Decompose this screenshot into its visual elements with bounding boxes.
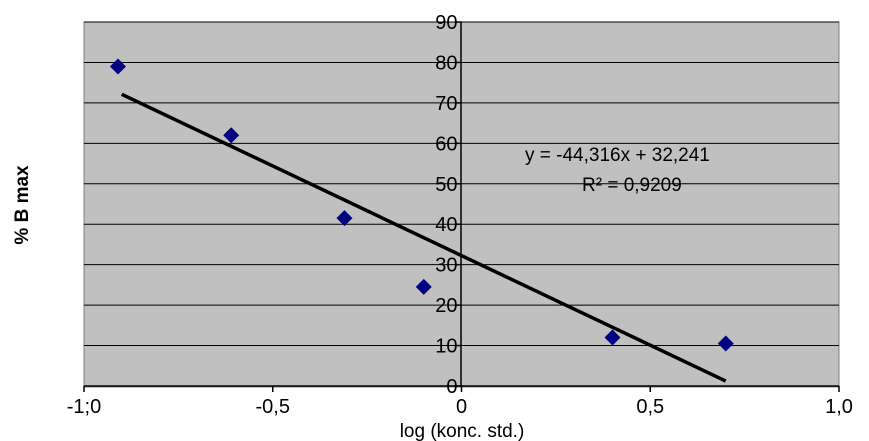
y-tick-label: 10 bbox=[435, 336, 457, 358]
x-tick-label: -1;0 bbox=[67, 396, 101, 418]
data-point-diamond bbox=[717, 335, 734, 352]
data-point-diamond bbox=[604, 329, 621, 346]
x-tick-label: 0 bbox=[456, 396, 467, 418]
trendline-equation: y = -44,316x + 32,241 bbox=[525, 145, 710, 166]
y-tick-label: 0 bbox=[446, 376, 457, 398]
y-tick-label: 40 bbox=[435, 214, 457, 236]
trendline bbox=[120, 92, 727, 383]
y-tick-marks bbox=[455, 21, 462, 387]
data-point-diamond bbox=[223, 127, 240, 144]
x-tick-label: 0,5 bbox=[636, 396, 664, 418]
data-point-diamond bbox=[415, 278, 432, 295]
trendline-r-squared: R² = 0,9209 bbox=[582, 175, 682, 196]
y-tick-label: 70 bbox=[435, 93, 457, 115]
data-point-diamond bbox=[336, 210, 353, 227]
x-tick-labels: -1;0 -0,5 0 0,5 1,0 bbox=[67, 396, 853, 418]
data-points bbox=[109, 58, 734, 352]
x-tick-label: -0,5 bbox=[256, 396, 290, 418]
x-tick-marks bbox=[83, 386, 840, 392]
y-tick-label: 30 bbox=[435, 255, 457, 277]
y-tick-label: 20 bbox=[435, 295, 457, 317]
x-axis-title: log (konc. std.) bbox=[400, 421, 525, 441]
y-tick-label: 50 bbox=[435, 174, 457, 196]
y-tick-labels: 0 10 20 30 40 50 60 70 80 90 bbox=[435, 12, 457, 398]
y-tick-label: 60 bbox=[435, 133, 457, 155]
y-tick-label: 90 bbox=[435, 12, 457, 34]
y-axis-title: % B max bbox=[12, 165, 33, 245]
data-point-diamond bbox=[109, 58, 126, 75]
y-tick-label: 80 bbox=[435, 52, 457, 74]
x-tick-label: 1,0 bbox=[825, 396, 853, 418]
